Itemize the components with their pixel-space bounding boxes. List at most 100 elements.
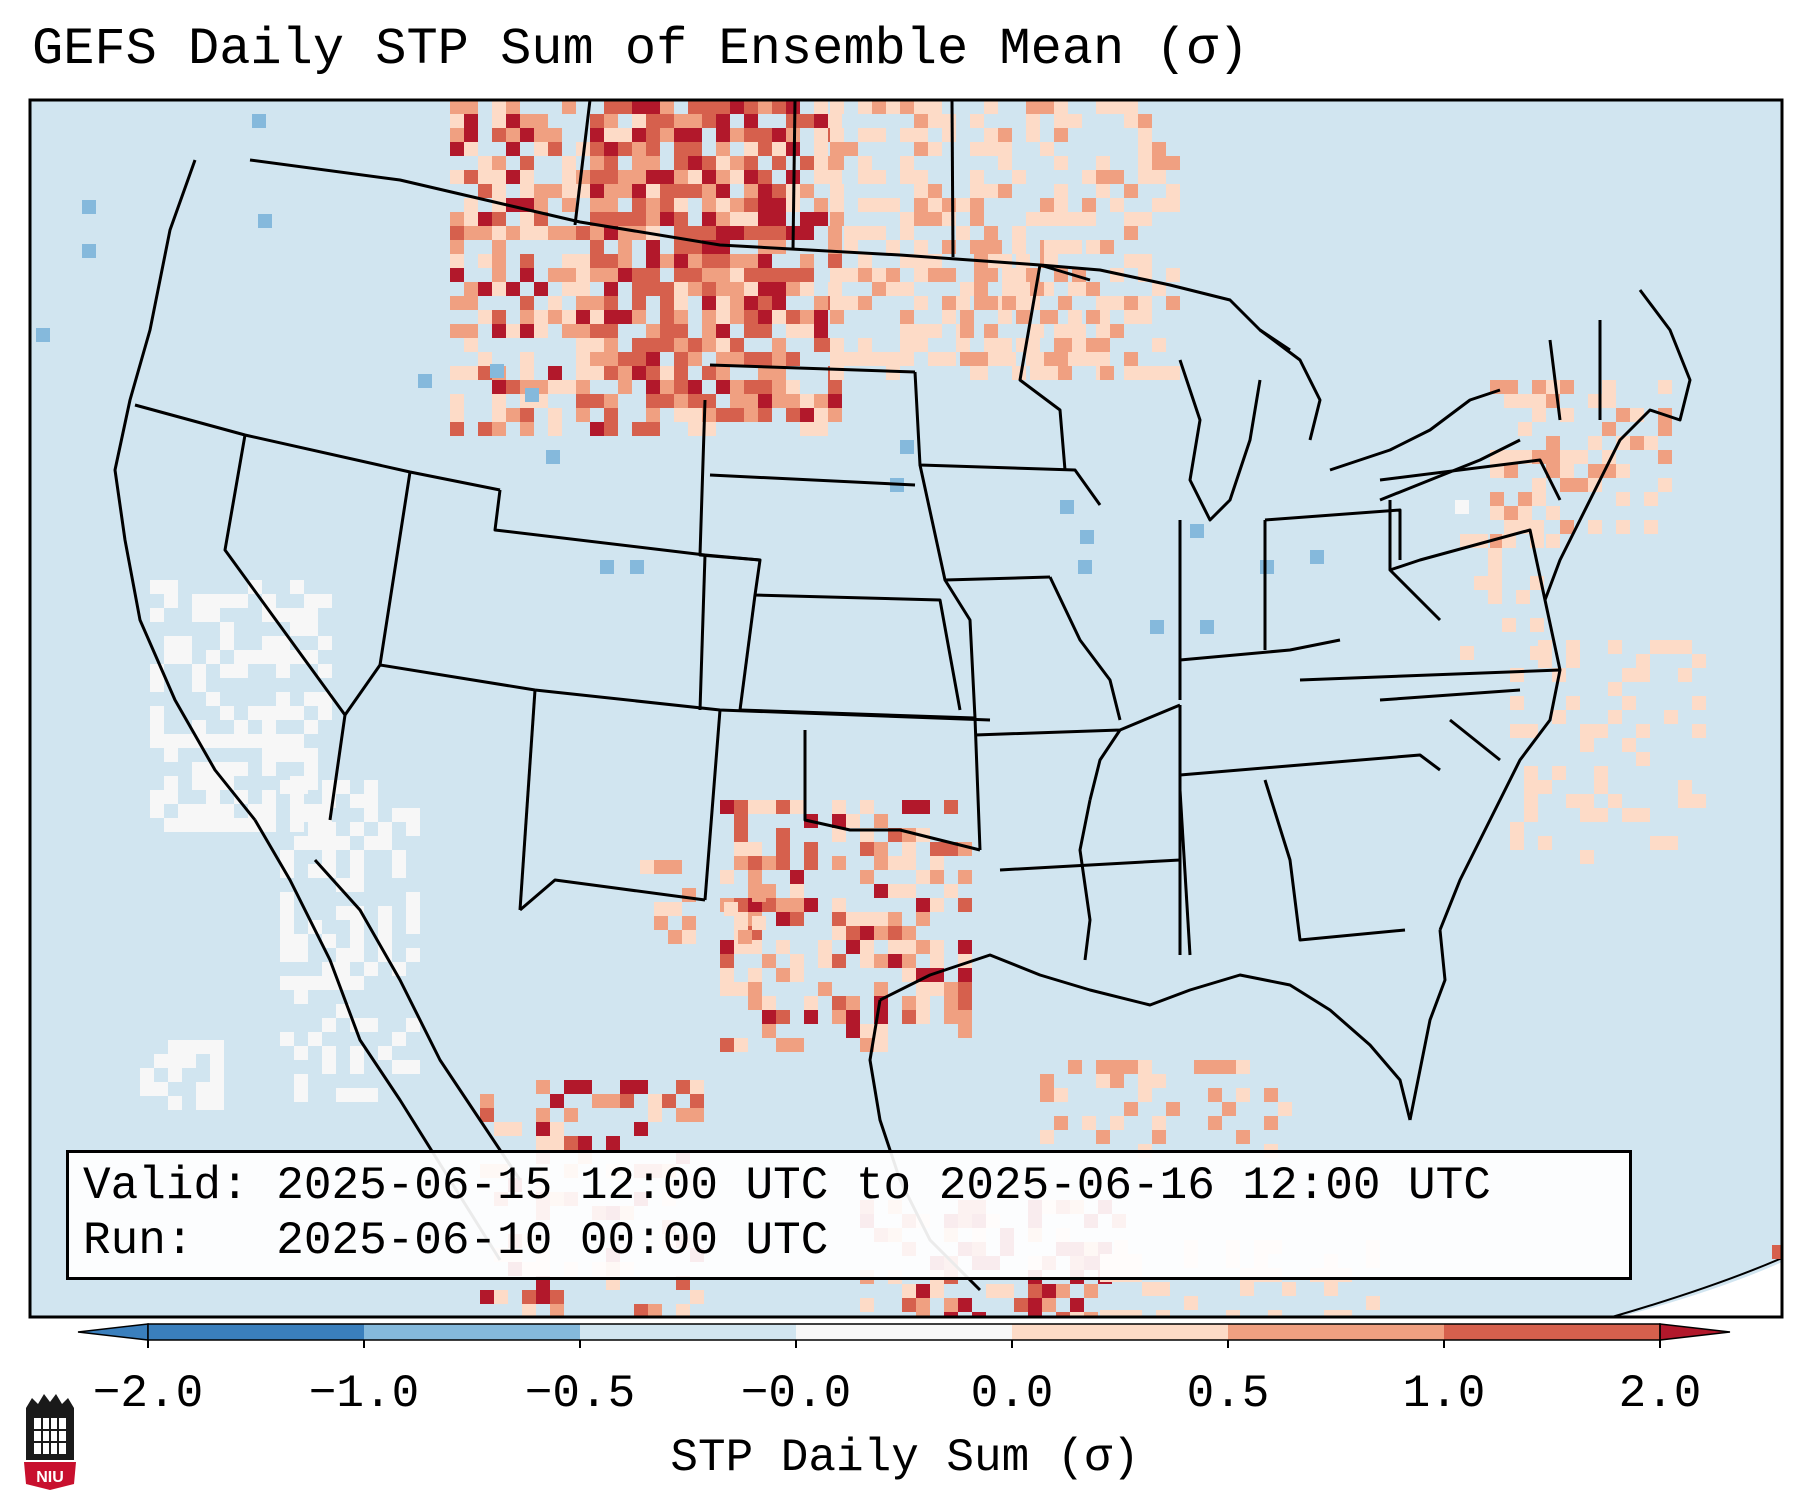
stp-cell [944,982,958,996]
stp-cell [1264,1088,1278,1102]
stp-cell [308,864,322,878]
stp-cell [304,748,318,762]
stp-cell [900,338,914,352]
stp-cell [36,328,50,342]
stp-cell [674,296,688,310]
stp-cell [1664,836,1678,850]
stp-cell [688,142,702,156]
stp-cell [562,324,576,338]
stp-cell [776,842,790,856]
stp-cell [790,954,804,968]
stp-cell [450,142,464,156]
stp-cell [902,1298,916,1312]
stp-cell [304,608,318,622]
stp-cell [1524,794,1538,808]
stp-cell [998,310,1012,324]
stp-cell [1510,836,1524,850]
stp-cell [262,608,276,622]
stp-cell [492,240,506,254]
stp-cell [364,794,378,808]
stp-cell [830,184,844,198]
stp-cell [378,906,392,920]
stp-cell [886,100,900,114]
stp-cell [150,734,164,748]
stp-cell [392,850,406,864]
stp-cell [762,1024,776,1038]
stp-cell [1028,1298,1042,1312]
stp-cell [576,254,590,268]
stp-cell [590,352,604,366]
stp-cell [674,212,688,226]
stp-cell [716,352,730,366]
stp-cell [304,650,318,664]
stp-cell [522,1290,536,1304]
stp-cell [294,934,308,948]
stp-cell [914,142,928,156]
stp-cell [590,240,604,254]
stp-cell [350,878,364,892]
stp-cell [772,212,786,226]
stp-cell [984,324,998,338]
stp-cell [1636,668,1650,682]
stp-cell [506,324,520,338]
stp-cell [336,948,350,962]
stp-cell [734,800,748,814]
stp-cell [828,380,842,394]
stp-cell [916,1312,930,1317]
stp-cell [450,394,464,408]
stp-cell [632,366,646,380]
stp-cell [520,366,534,380]
stp-cell [646,198,660,212]
stp-cell [206,818,220,832]
stp-cell [1138,366,1152,380]
stp-cell [844,142,858,156]
stp-cell [520,226,534,240]
stp-cell [276,636,290,650]
stp-cell [814,156,828,170]
stp-cell [576,366,590,380]
stp-cell [916,940,930,954]
stp-cell [744,100,758,114]
stp-cell [562,184,576,198]
stp-cell [1138,1088,1152,1102]
stp-cell [1664,710,1678,724]
stp-cell [290,734,304,748]
stp-cell [902,1010,916,1024]
stp-cell [1040,198,1054,212]
stp-cell [178,804,192,818]
stp-cell [1152,1116,1166,1130]
stp-cell [958,870,972,884]
stp-cell [654,916,668,930]
tick-label: 0.0 [970,1368,1054,1420]
stp-cell [576,380,590,394]
stp-cell [604,226,618,240]
stp-cell [322,850,336,864]
stp-cell [646,212,660,226]
stp-cell [720,982,734,996]
stp-cell [1124,296,1138,310]
stp-cell [1518,506,1532,520]
stp-cell [450,114,464,128]
stp-cell [886,268,900,282]
stp-cell [548,142,562,156]
stp-cell [944,996,958,1010]
stp-cell [1616,520,1630,534]
stp-cell [790,870,804,884]
stp-cell [1594,724,1608,738]
stp-cell [720,1038,734,1052]
stp-cell [928,114,942,128]
stp-cell [164,636,178,650]
stp-cell [744,128,758,142]
stp-cell [1594,766,1608,780]
stp-cell [164,790,178,804]
stp-cell [220,804,234,818]
stp-cell [930,870,944,884]
stp-cell [970,114,984,128]
stp-cell [164,650,178,664]
stp-cell [1054,184,1068,198]
stp-cell [998,156,1012,170]
stp-cell [520,114,534,128]
stp-cell [632,296,646,310]
stp-cell [660,100,674,114]
stp-cell [762,1010,776,1024]
